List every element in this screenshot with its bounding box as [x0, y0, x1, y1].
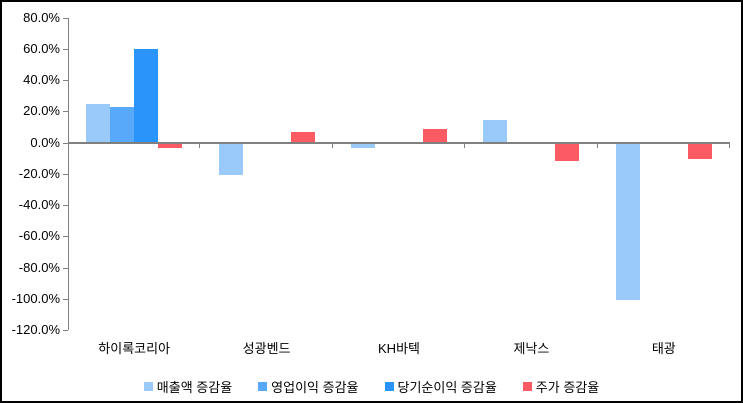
x-tick-mark	[199, 143, 201, 148]
y-tick-label: 60.0%	[23, 40, 60, 56]
y-tick-label: -80.0%	[18, 259, 60, 275]
y-tick-label: -40.0%	[18, 197, 60, 212]
legend-swatch-icon	[522, 382, 532, 391]
bar	[218, 143, 243, 175]
y-tick-label: 40.0%	[23, 72, 60, 87]
bar	[86, 104, 111, 142]
x-tick-mark	[729, 143, 730, 148]
y-tick-label: -100.0%	[11, 290, 60, 306]
bar	[290, 132, 315, 142]
bar	[687, 143, 712, 160]
y-tick-label: -60.0%	[18, 228, 60, 244]
x-tick-mark	[464, 143, 466, 148]
bar	[615, 143, 640, 300]
legend-item: 매출액 증감율	[143, 377, 233, 396]
legend-swatch-icon	[143, 382, 153, 391]
y-tick-mark	[63, 80, 68, 81]
y-tick-mark	[63, 298, 68, 300]
legend: 매출액 증감율 영업이익 증감율 당기순이익 증감율 주가 증감율	[2, 377, 741, 396]
legend-swatch-icon	[258, 382, 268, 391]
y-tick-mark	[63, 142, 68, 144]
legend-label: 매출액 증감율	[156, 380, 233, 395]
y-tick-mark	[63, 48, 68, 50]
x-tick-mark	[596, 143, 598, 148]
y-tick-label: -20.0%	[18, 165, 60, 181]
category-label: KH바텍	[378, 341, 420, 356]
category-label: 하이록코리아	[98, 341, 171, 356]
y-tick-mark	[63, 330, 68, 331]
category-label: 제낙스	[513, 341, 550, 356]
legend-item: 당기순이익 증감율	[384, 377, 497, 396]
y-tick-mark	[63, 267, 68, 269]
bar	[134, 49, 159, 142]
y-tick-mark	[63, 236, 68, 238]
bar	[555, 143, 580, 161]
legend-label: 영업이익 증감율	[271, 380, 359, 395]
y-tick-mark	[63, 111, 68, 113]
category-label: 성광벤드	[242, 341, 291, 356]
y-tick-label: 80.0%	[23, 9, 60, 25]
legend-label: 당기순이익 증감율	[397, 380, 497, 395]
legend-item: 주가 증감율	[522, 377, 600, 396]
y-tick-label: 20.0%	[23, 103, 60, 119]
y-tick-label: 0.0%	[30, 134, 60, 150]
x-axis-zero-line	[68, 141, 730, 144]
y-tick-mark	[63, 205, 68, 206]
legend-swatch-icon	[384, 382, 394, 391]
bar	[351, 143, 375, 149]
bar	[158, 143, 183, 149]
y-tick-label: -120.0%	[11, 322, 60, 337]
x-tick-mark	[331, 143, 333, 148]
bar	[110, 107, 135, 142]
legend-label: 주가 증감율	[535, 380, 600, 395]
bar	[483, 119, 508, 142]
bar	[423, 129, 447, 142]
legend-item: 영업이익 증감율	[258, 377, 359, 396]
y-tick-mark	[63, 173, 68, 175]
category-label: 태광	[651, 341, 676, 356]
y-axis-line	[68, 17, 69, 330]
y-tick-mark	[63, 17, 68, 19]
